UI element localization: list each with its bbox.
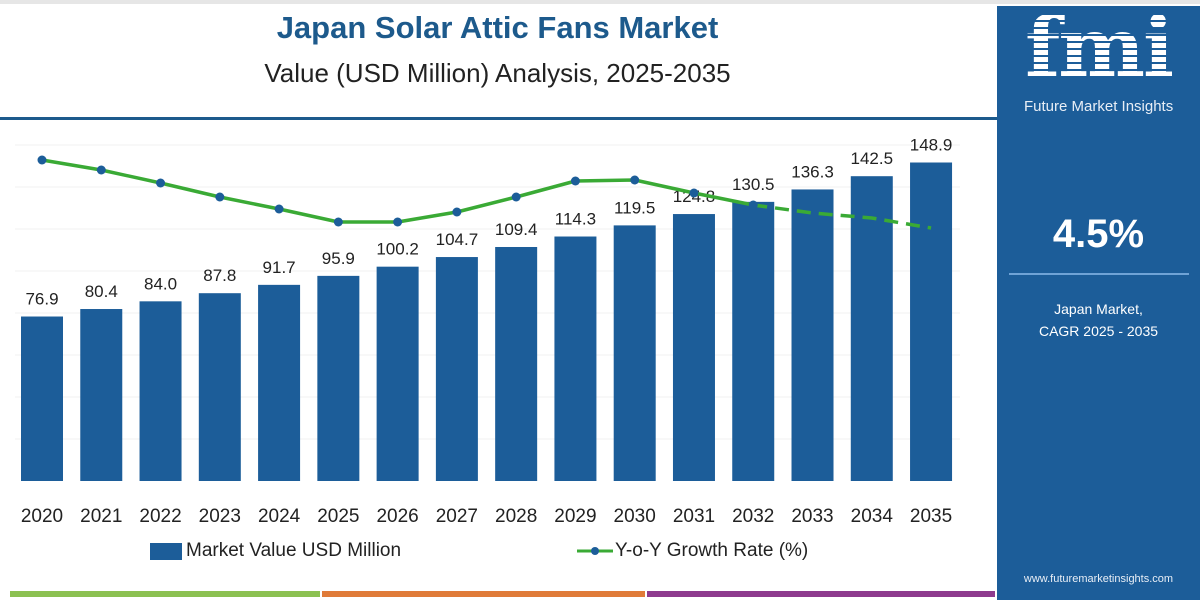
x-tick-2035: 2035 bbox=[910, 506, 952, 527]
bar-2026 bbox=[376, 266, 419, 481]
bar-2022 bbox=[139, 301, 182, 481]
footer-strip-purple bbox=[647, 591, 995, 597]
growth-point-2024 bbox=[274, 204, 284, 214]
cagr-label: Japan Market, CAGR 2025 - 2035 bbox=[997, 298, 1200, 342]
bar-label-2025: 95.9 bbox=[322, 249, 355, 268]
bar-label-2035: 148.9 bbox=[910, 136, 953, 155]
logo-subtitle: Future Market Insights bbox=[1024, 98, 1174, 115]
growth-point-2021 bbox=[96, 165, 106, 175]
growth-line-dashed bbox=[753, 203, 932, 230]
legend-bar-label: Market Value USD Million bbox=[186, 540, 402, 561]
bar-label-2022: 84.0 bbox=[144, 274, 177, 293]
bar-2028 bbox=[495, 246, 538, 481]
bar-2020 bbox=[21, 316, 63, 481]
bar-2031 bbox=[672, 214, 715, 481]
footer-strip-orange bbox=[322, 591, 645, 597]
bar-2035 bbox=[910, 162, 953, 481]
bar-2034 bbox=[850, 176, 893, 481]
growth-point-2025 bbox=[333, 217, 343, 227]
x-tick-2023: 2023 bbox=[199, 506, 241, 527]
bar-2027 bbox=[435, 257, 478, 481]
legend-line-swatch bbox=[577, 547, 613, 555]
fmi-logo: fmi bbox=[1025, 0, 1174, 96]
cagr-label-line2: CAGR 2025 - 2035 bbox=[1038, 323, 1159, 339]
legend-line-label: Y-o-Y Growth Rate (%) bbox=[615, 540, 809, 561]
bar-label-2023: 87.8 bbox=[203, 266, 236, 285]
growth-point-2030 bbox=[630, 175, 640, 185]
bar-label-2034: 142.5 bbox=[851, 149, 894, 168]
growth-point-2029 bbox=[570, 176, 580, 186]
x-tick-2027: 2027 bbox=[436, 506, 478, 527]
x-tick-2024: 2024 bbox=[258, 506, 301, 527]
side-panel: fmi Future Market Insights 4.5% Japan Ma… bbox=[997, 6, 1200, 600]
x-tick-2033: 2033 bbox=[791, 506, 833, 527]
growth-point-2028 bbox=[511, 192, 521, 202]
legend-bar-swatch bbox=[150, 542, 182, 560]
bar-2029 bbox=[554, 236, 597, 481]
bar-2025 bbox=[317, 275, 360, 481]
legend-line: Y-o-Y Growth Rate (%) bbox=[575, 540, 808, 562]
bar-label-2030: 119.5 bbox=[614, 198, 655, 217]
x-tick-2031: 2031 bbox=[673, 506, 715, 527]
growth-point-2032 bbox=[748, 200, 758, 210]
bar-label-2027: 104.7 bbox=[436, 230, 479, 249]
x-tick-2028: 2028 bbox=[495, 506, 537, 527]
x-tick-2034: 2034 bbox=[851, 506, 894, 527]
cagr-value: 4.5% bbox=[1052, 212, 1145, 256]
legend-bar: Market Value USD Million bbox=[150, 540, 401, 562]
bar-label-2020: 76.9 bbox=[25, 290, 58, 309]
bar-label-2029: 114.3 bbox=[555, 210, 596, 229]
bar-2023 bbox=[198, 293, 241, 481]
bar-2033 bbox=[791, 189, 834, 482]
bar-2032 bbox=[732, 201, 775, 481]
chart-subtitle: Value (USD Million) Analysis, 2025-2035 bbox=[264, 58, 731, 88]
chart-title: Japan Solar Attic Fans Market bbox=[276, 10, 719, 45]
bar-label-2026: 100.2 bbox=[376, 240, 419, 259]
x-tick-2021: 2021 bbox=[80, 506, 122, 527]
growth-point-2023 bbox=[215, 192, 225, 202]
x-tick-2029: 2029 bbox=[554, 506, 596, 527]
growth-point-2022 bbox=[156, 178, 166, 188]
top-border bbox=[0, 0, 1200, 4]
footer-strip-green bbox=[10, 591, 320, 597]
x-tick-2020: 2020 bbox=[21, 506, 63, 527]
bar-label-2021: 80.4 bbox=[85, 282, 118, 301]
growth-point-2020 bbox=[37, 155, 47, 165]
x-tick-2030: 2030 bbox=[614, 506, 656, 527]
title-divider bbox=[0, 117, 997, 120]
bar-2024 bbox=[258, 284, 301, 481]
bar-label-2032: 130.5 bbox=[732, 175, 775, 194]
bar-label-2024: 91.7 bbox=[263, 258, 296, 277]
bar-label-2028: 109.4 bbox=[495, 220, 538, 239]
growth-point-2026 bbox=[393, 217, 403, 227]
bar-label-2033: 136.3 bbox=[791, 162, 834, 181]
x-tick-2032: 2032 bbox=[732, 506, 774, 527]
growth-point-2031 bbox=[689, 188, 699, 198]
panel-divider bbox=[1009, 273, 1189, 275]
chart-area: 76.9 2020 80.4 2021 84.0 2022 87.8 2023 91.7 2024… bbox=[15, 136, 960, 527]
cagr-label-line1: Japan Market, bbox=[1054, 301, 1143, 317]
x-tick-2022: 2022 bbox=[139, 506, 181, 527]
growth-point-2027 bbox=[452, 207, 462, 217]
bar-2021 bbox=[80, 309, 123, 481]
x-tick-2026: 2026 bbox=[376, 506, 418, 527]
x-tick-2025: 2025 bbox=[317, 506, 359, 527]
bar-2030 bbox=[613, 225, 656, 481]
website-url: www.futuremarketinsights.com bbox=[1023, 573, 1174, 585]
